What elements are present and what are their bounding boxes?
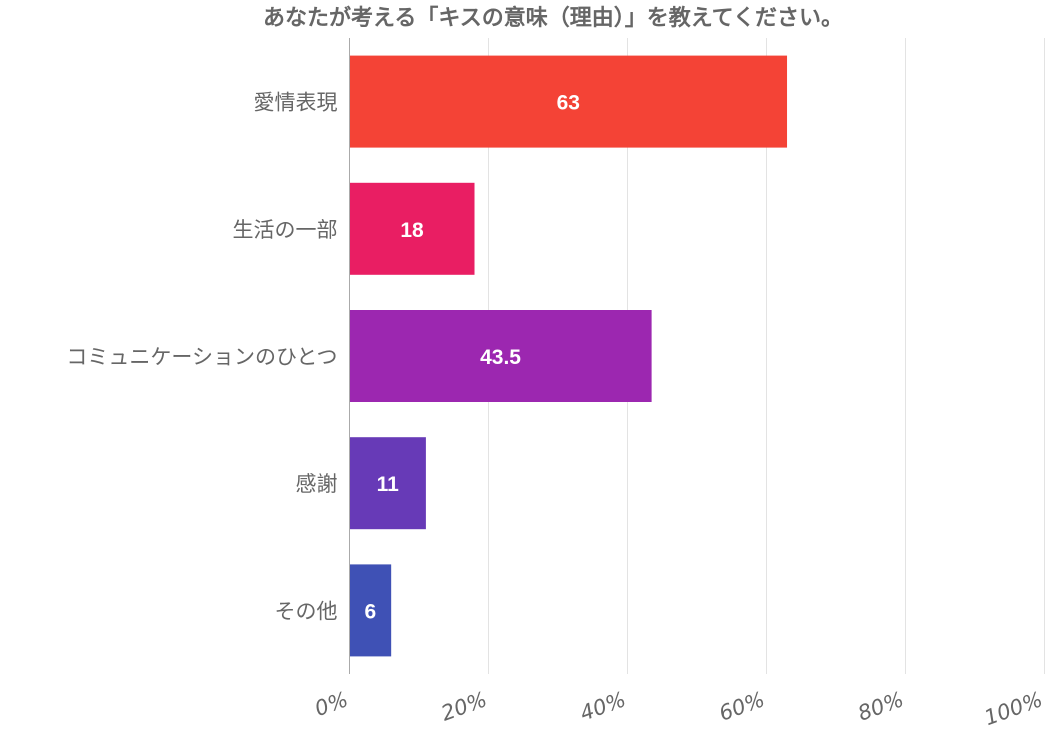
category-label: その他	[275, 599, 338, 623]
bar	[349, 310, 652, 402]
bars: 63 18 43.5 11 6	[349, 55, 788, 657]
bar-value-label: 11	[377, 473, 400, 496]
bar	[349, 55, 788, 148]
bar	[349, 564, 392, 657]
category-label: 生活の一部	[233, 218, 338, 242]
bar-value-label: 18	[400, 219, 424, 242]
bar-value-label: 63	[557, 92, 580, 115]
x-tick-label: 60%	[716, 687, 768, 726]
x-tick-label: 20%	[438, 687, 490, 726]
chart-title: あなたが考える「キスの意味（理由）」を教えてください。	[263, 5, 843, 31]
bar	[349, 182, 475, 275]
x-tick-label: 40%	[577, 687, 629, 726]
x-tick-label: 100%	[981, 687, 1046, 730]
x-tick-label: 80%	[855, 687, 907, 726]
bar	[349, 437, 426, 530]
bar-value-label: 6	[364, 600, 376, 623]
bar-value-label: 43.5	[480, 346, 521, 369]
x-tick-labels: 0% 20% 40% 60% 80% 100%	[312, 687, 1046, 730]
category-label: 感謝	[296, 472, 338, 496]
category-label: 愛情表現	[254, 91, 338, 115]
x-tick-label: 0%	[312, 687, 352, 721]
category-label: コミュニケーションのひとつ	[66, 345, 337, 369]
